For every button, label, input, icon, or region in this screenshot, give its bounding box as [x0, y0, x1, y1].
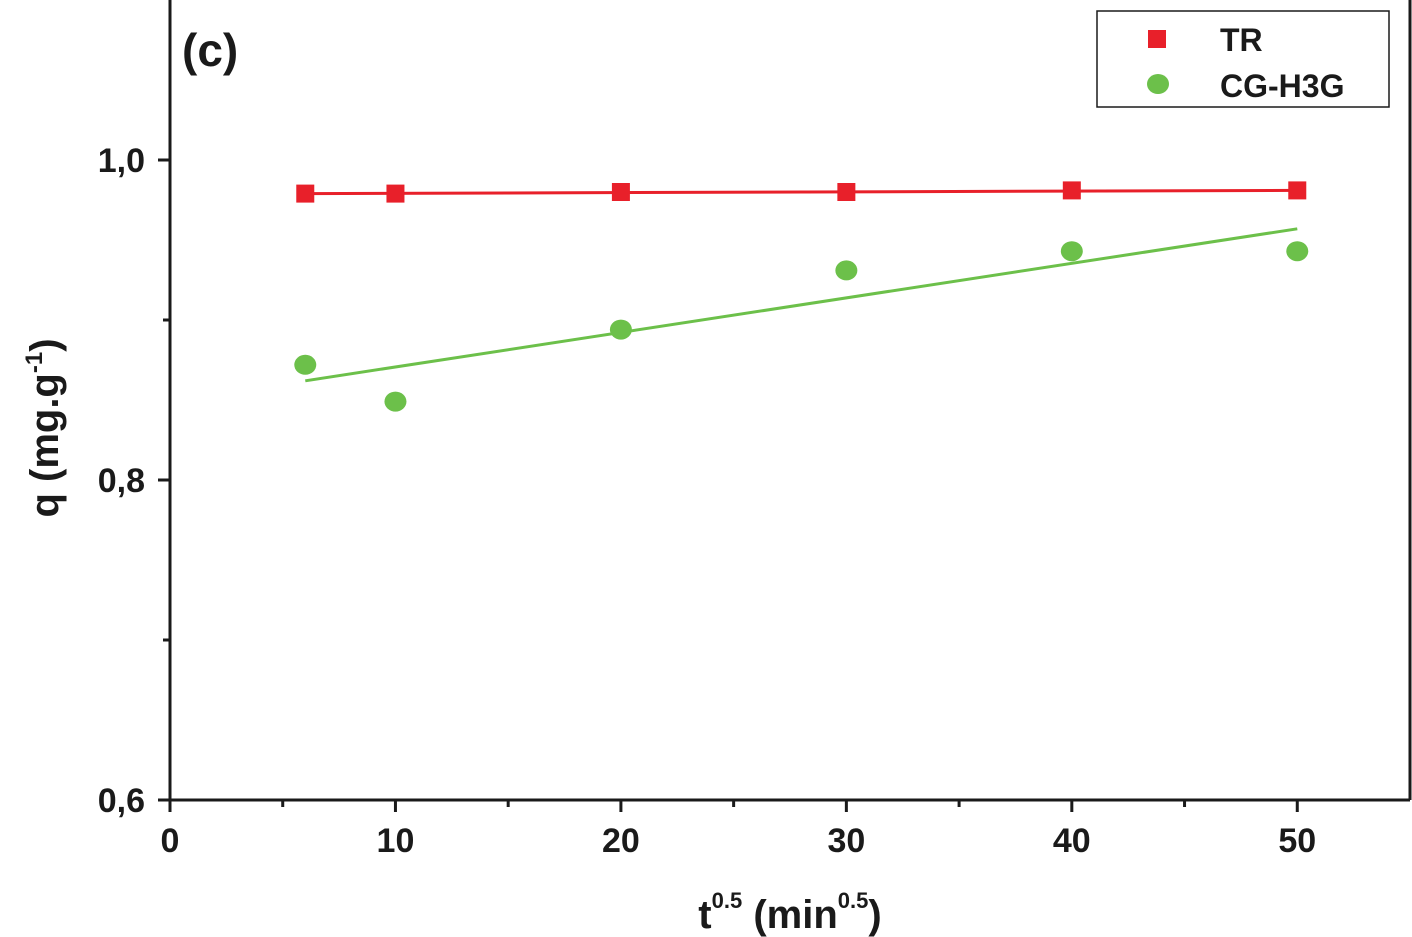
legend: TR CG-H3G	[1096, 10, 1390, 108]
point-tr	[296, 184, 315, 203]
x-axis-title-unit: (min	[742, 893, 838, 937]
panel-label: (c)	[182, 24, 238, 76]
point-tr	[1062, 181, 1081, 200]
x-tick-label: 40	[1053, 822, 1091, 860]
point-cg-h3g	[384, 391, 407, 412]
legend-marker-cg-h3g	[1147, 74, 1169, 94]
point-cg-h3g	[294, 354, 317, 375]
x-ticks: 0 10 20 30 40 50	[161, 800, 1316, 860]
y-axis-title-sup: -1	[21, 352, 48, 373]
legend-label-tr: TR	[1220, 22, 1263, 58]
x-axis-title-base: t	[698, 893, 711, 937]
point-tr	[386, 184, 405, 203]
point-cg-h3g	[835, 260, 858, 281]
y-axis-title-main: q (mg.g	[23, 373, 67, 517]
data-points	[294, 181, 1309, 412]
y-tick-label: 1,0	[98, 142, 145, 180]
legend-marker-tr	[1148, 30, 1166, 48]
x-tick-label: 30	[827, 822, 865, 860]
fit-line-cg-h3g	[305, 227, 1298, 383]
y-axis-title: q (mg.g-1)	[21, 338, 67, 517]
point-tr	[837, 183, 856, 201]
fit-lines	[305, 188, 1298, 383]
fit-line-tr	[305, 188, 1298, 196]
point-cg-h3g	[1286, 241, 1309, 262]
x-axis-title: t0.5 (min0.5)	[698, 888, 881, 937]
point-cg-h3g	[1060, 241, 1083, 262]
x-axis-title-close: )	[868, 893, 881, 937]
y-axis-title-close: )	[23, 338, 67, 351]
plot-frame	[168, 0, 1412, 802]
x-axis-title-sup: 0.5	[712, 888, 743, 913]
point-cg-h3g	[609, 319, 632, 340]
legend-box	[1096, 10, 1390, 108]
x-tick-label: 0	[161, 822, 180, 860]
x-tick-label: 50	[1278, 822, 1316, 860]
y-tick-label: 0,8	[98, 462, 145, 500]
x-tick-label: 10	[377, 822, 415, 860]
y-ticks: 0,6 0,8 1,0	[98, 142, 170, 820]
x-axis-title-unit-sup: 0.5	[838, 888, 869, 913]
x-tick-label: 20	[602, 822, 640, 860]
legend-label-cg-h3g: CG-H3G	[1220, 68, 1344, 104]
y-tick-label: 0,6	[98, 782, 145, 820]
point-tr	[1288, 181, 1307, 200]
point-tr	[611, 183, 630, 201]
